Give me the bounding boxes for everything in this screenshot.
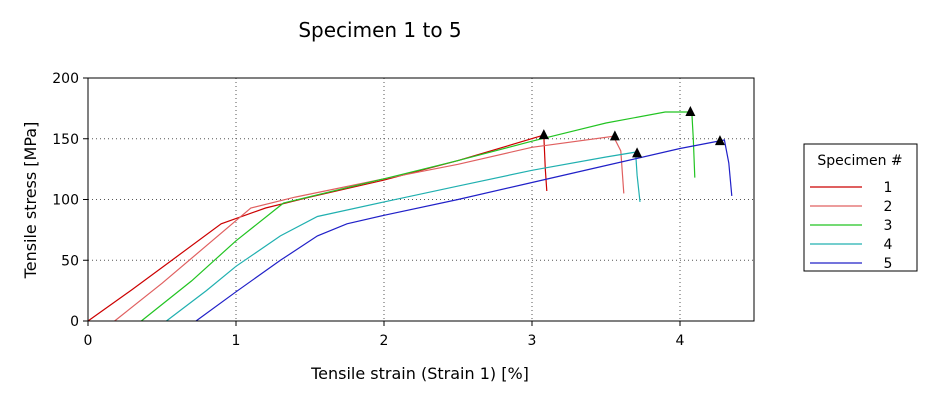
plot-frame bbox=[87, 77, 755, 322]
series-line-3 bbox=[140, 111, 696, 322]
x-tick-label: 1 bbox=[232, 333, 241, 349]
y-tick-label: 150 bbox=[52, 132, 79, 148]
x-axis-label: Tensile strain (Strain 1) [%] bbox=[310, 364, 529, 383]
legend-label-5: 5 bbox=[884, 256, 893, 272]
series-line-5 bbox=[195, 139, 733, 322]
x-tick-label: 2 bbox=[380, 333, 389, 349]
series-line-4 bbox=[166, 151, 641, 322]
legend-label-2: 2 bbox=[884, 199, 893, 215]
legend-label-4: 4 bbox=[884, 237, 893, 253]
series-line-2 bbox=[114, 135, 625, 322]
break-marker-2 bbox=[609, 130, 620, 141]
grid-lines bbox=[88, 78, 754, 321]
y-tick-label: 0 bbox=[70, 314, 79, 330]
legend-items: 1 2 3 4 5 bbox=[810, 180, 893, 272]
y-axis-label: Tensile stress [MPa] bbox=[21, 122, 40, 280]
break-marker-4 bbox=[632, 147, 643, 158]
axis-ticks: 0 1 2 3 4 0 50 100 150 200 bbox=[52, 71, 684, 349]
x-tick-label: 3 bbox=[528, 333, 537, 349]
series-line-1 bbox=[87, 134, 548, 322]
legend: Specimen # 1 2 3 4 5 bbox=[803, 143, 918, 272]
break-marker-3 bbox=[685, 106, 696, 117]
y-tick-label: 200 bbox=[52, 71, 79, 87]
x-tick-label: 0 bbox=[84, 333, 93, 349]
legend-label-3: 3 bbox=[884, 218, 893, 234]
break-marker-5 bbox=[714, 135, 725, 146]
break-markers bbox=[538, 106, 725, 158]
x-tick-label: 4 bbox=[676, 333, 685, 349]
break-marker-1 bbox=[538, 129, 549, 140]
legend-box bbox=[803, 143, 918, 272]
y-tick-label: 50 bbox=[61, 253, 79, 269]
legend-label-1: 1 bbox=[884, 180, 893, 196]
y-tick-label: 100 bbox=[52, 193, 79, 209]
legend-title: Specimen # bbox=[817, 153, 902, 169]
chart-title: Specimen 1 to 5 bbox=[298, 18, 461, 42]
series-group bbox=[87, 111, 733, 322]
